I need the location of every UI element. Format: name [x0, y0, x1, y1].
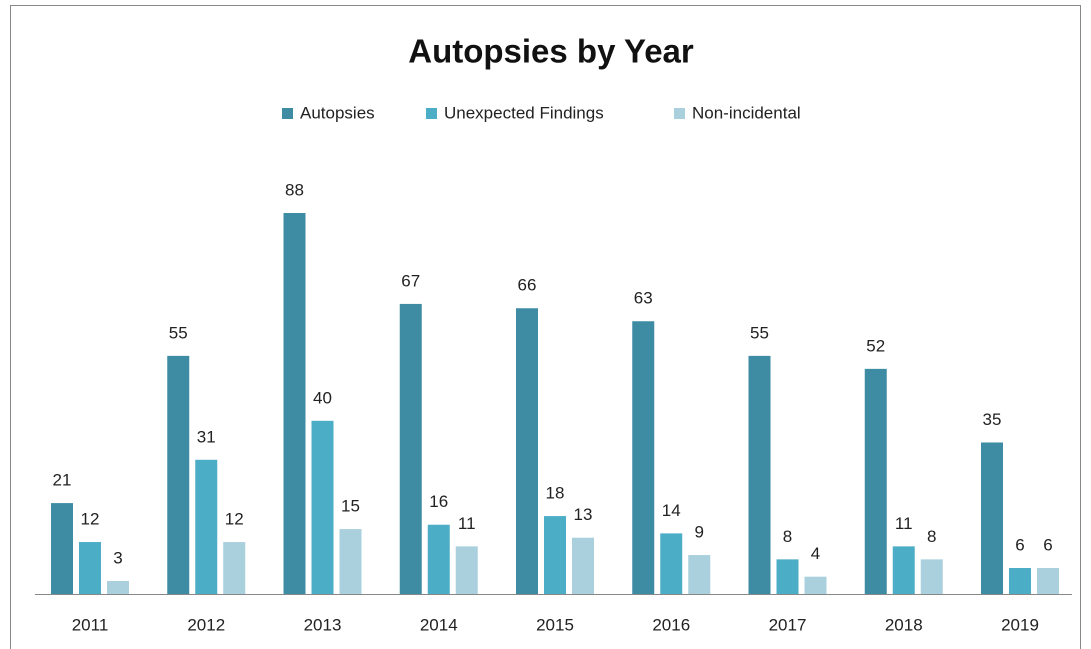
data-label: 3 [113, 548, 122, 567]
x-tick-label: 2012 [187, 615, 225, 634]
bar [399, 303, 422, 594]
legend-swatch [674, 108, 685, 119]
bar [516, 308, 538, 594]
bar [283, 213, 306, 594]
data-label: 6 [1015, 536, 1024, 555]
data-label: 35 [983, 410, 1002, 429]
x-tick-label: 2013 [304, 615, 342, 634]
bar [632, 321, 655, 594]
data-label: 9 [695, 523, 704, 542]
bar [195, 459, 218, 594]
legend-label: Unexpected Findings [444, 103, 604, 122]
x-tick-label: 2014 [420, 615, 458, 634]
bar [892, 546, 915, 594]
data-label: 52 [866, 336, 885, 355]
legend-label: Non-incidental [692, 103, 801, 122]
x-tick-label: 2011 [72, 615, 109, 634]
data-label: 18 [546, 484, 565, 503]
bar [223, 542, 246, 594]
data-label: 14 [662, 501, 681, 520]
legend-label: Autopsies [300, 103, 375, 122]
x-tick-label: 2015 [536, 615, 574, 634]
data-label: 67 [401, 271, 420, 290]
bar [1037, 568, 1059, 594]
data-label: 12 [225, 510, 244, 529]
x-tick-label: 2016 [652, 615, 690, 634]
data-label: 12 [81, 510, 100, 529]
bar [748, 355, 771, 594]
legend-swatch [282, 108, 293, 119]
bar [688, 555, 711, 594]
x-tick-label: 2019 [1001, 615, 1039, 634]
bar [167, 355, 190, 594]
chart-title: Autopsies by Year [408, 33, 694, 70]
bar [804, 576, 827, 594]
bar [572, 537, 594, 594]
bar [864, 368, 887, 594]
x-tick-label: 2017 [769, 615, 807, 634]
bar [455, 546, 478, 594]
data-label: 16 [429, 492, 448, 511]
bar [776, 559, 799, 594]
bar [51, 503, 73, 594]
data-label: 15 [341, 497, 360, 516]
data-label: 11 [458, 514, 476, 533]
data-label: 4 [811, 544, 820, 563]
data-label: 21 [53, 471, 72, 490]
data-label: 8 [927, 527, 936, 546]
bar [427, 524, 450, 594]
data-label: 40 [313, 388, 332, 407]
data-label: 31 [197, 427, 216, 446]
legend-swatch [426, 108, 437, 119]
bar [981, 442, 1003, 594]
data-label: 13 [574, 505, 593, 524]
bar [311, 420, 334, 594]
data-label: 55 [750, 323, 769, 342]
bar [920, 559, 943, 594]
data-label: 11 [895, 514, 913, 533]
bar [544, 516, 566, 594]
data-label: 88 [285, 180, 304, 199]
data-label: 63 [634, 289, 653, 308]
data-label: 55 [169, 323, 188, 342]
x-tick-label: 2018 [885, 615, 923, 634]
bar [1009, 568, 1031, 594]
bar [660, 533, 683, 594]
bar [79, 542, 101, 594]
data-label: 8 [783, 527, 792, 546]
data-label: 6 [1043, 536, 1052, 555]
bar [339, 529, 362, 594]
bar [107, 581, 129, 594]
data-label: 66 [518, 276, 537, 295]
